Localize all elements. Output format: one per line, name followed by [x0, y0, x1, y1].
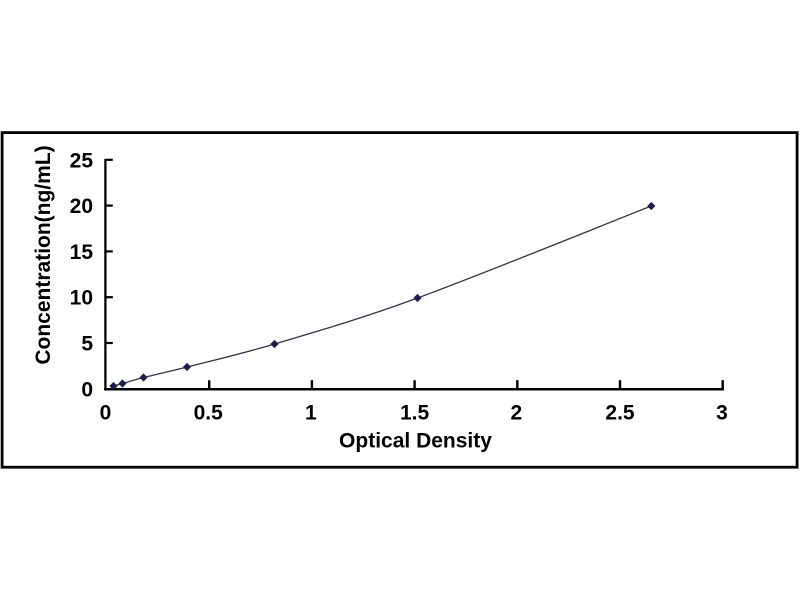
svg-text:3: 3	[716, 402, 728, 425]
svg-text:10: 10	[70, 287, 93, 310]
svg-text:0: 0	[81, 378, 93, 401]
svg-text:15: 15	[70, 241, 94, 264]
svg-text:0: 0	[100, 402, 112, 425]
svg-text:0.5: 0.5	[194, 402, 224, 425]
svg-text:5: 5	[81, 333, 93, 356]
svg-text:2.5: 2.5	[605, 402, 635, 425]
svg-text:1: 1	[305, 402, 317, 425]
svg-text:Concentration(ng/mL): Concentration(ng/mL)	[32, 145, 55, 364]
svg-text:1.5: 1.5	[400, 402, 430, 425]
svg-text:25: 25	[70, 149, 94, 172]
svg-text:20: 20	[70, 195, 93, 218]
svg-text:2: 2	[510, 402, 522, 425]
svg-text:Optical Density: Optical Density	[339, 430, 492, 453]
